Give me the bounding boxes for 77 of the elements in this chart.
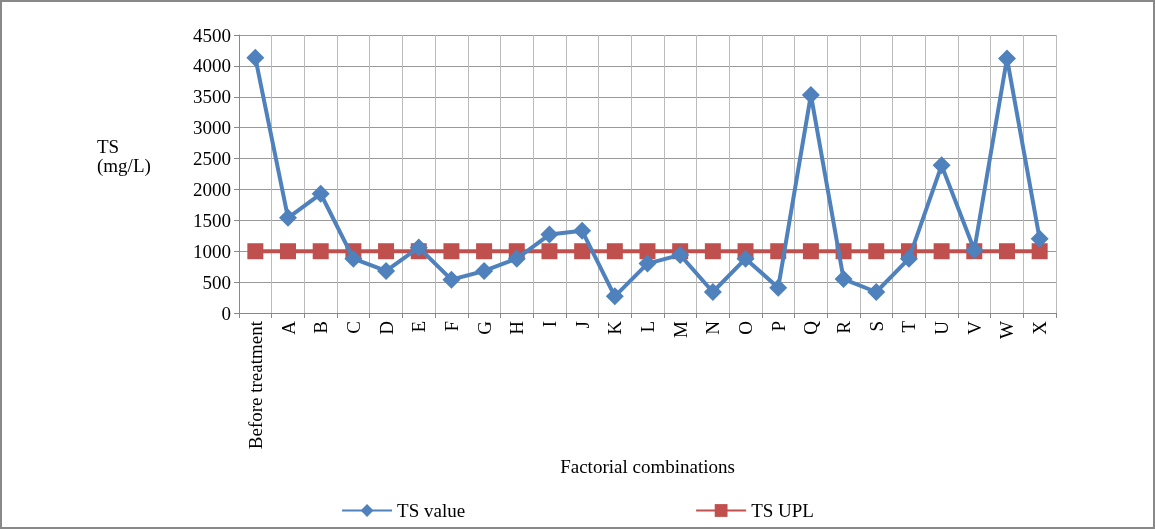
point: [312, 243, 329, 260]
point: [409, 238, 428, 257]
point: [574, 243, 591, 260]
point: [377, 261, 396, 280]
x-axis-title: Factorial combinations: [560, 456, 735, 478]
x-tick-label: C: [342, 321, 364, 334]
x-tick-label: M: [669, 320, 691, 338]
x-tick-label: W: [996, 320, 1018, 339]
point: [476, 243, 493, 260]
x-tick-label: F: [440, 321, 462, 332]
point: [868, 243, 885, 260]
x-tick-label: T: [898, 320, 920, 333]
x-tick-label: L: [637, 321, 658, 333]
y-tick-label: 3000: [193, 117, 231, 139]
point: [311, 184, 330, 203]
x-tick-label: N: [702, 320, 724, 335]
point: [280, 243, 297, 260]
point: [1030, 229, 1049, 248]
x-tick-label: K: [604, 320, 626, 335]
x-tick-label: A: [277, 320, 299, 335]
y-tick-label: 4500: [193, 24, 231, 46]
point: [867, 283, 886, 301]
x-tick-label: S: [865, 321, 887, 332]
point: [671, 245, 690, 264]
point: [834, 270, 853, 289]
point: [704, 243, 721, 260]
point: [344, 249, 363, 268]
x-tick-label: I: [538, 321, 560, 328]
point: [443, 243, 460, 260]
point: [378, 243, 395, 260]
point: [703, 283, 722, 301]
x-tick-label: U: [931, 320, 953, 335]
point: [475, 261, 494, 280]
point: [736, 249, 755, 268]
y-tick-label: 1500: [193, 209, 231, 231]
point: [442, 270, 461, 289]
point: [802, 243, 819, 260]
point: [247, 243, 264, 260]
x-tick-label: B: [310, 321, 332, 334]
y-tick-label: 4000: [193, 55, 231, 77]
y-tick-label: 2500: [193, 148, 231, 170]
legend-label: TS UPL: [751, 500, 814, 521]
x-tick-label: V: [963, 320, 985, 335]
legend-label: TS value: [397, 500, 466, 521]
point: [540, 225, 559, 244]
y-tick-label: 500: [202, 271, 231, 293]
point: [507, 249, 526, 268]
point: [932, 156, 951, 175]
x-tick-label: Q: [800, 320, 822, 335]
point: [639, 243, 656, 260]
y-axis-title: TS (mg/L): [97, 136, 151, 177]
y-tick-label: 0: [221, 302, 231, 324]
x-tick-label: O: [735, 321, 757, 335]
point: [246, 48, 265, 67]
point: [573, 221, 592, 240]
point: [606, 243, 623, 260]
x-tick-label: P: [767, 321, 789, 332]
point: [769, 278, 788, 297]
x-tick-label: J: [571, 321, 593, 329]
y-tick-label: 3500: [193, 86, 231, 108]
x-tick-label: X: [1029, 320, 1051, 335]
point: [605, 287, 624, 306]
point: [998, 243, 1015, 260]
x-tick-label: H: [506, 320, 528, 335]
x-tick-label: D: [375, 321, 397, 335]
point: [1031, 243, 1048, 260]
point: [899, 249, 918, 268]
y-tick-label: 2000: [193, 178, 231, 200]
x-tick-label: Before treatment: [244, 320, 266, 450]
point: [541, 243, 558, 260]
point: [933, 243, 950, 260]
point: [279, 208, 298, 227]
y-tick-label: 1000: [193, 240, 231, 262]
x-tick-label: R: [833, 320, 855, 334]
x-tick-label: G: [473, 320, 495, 335]
point: [638, 254, 657, 273]
x-tick-label: E: [408, 321, 430, 333]
